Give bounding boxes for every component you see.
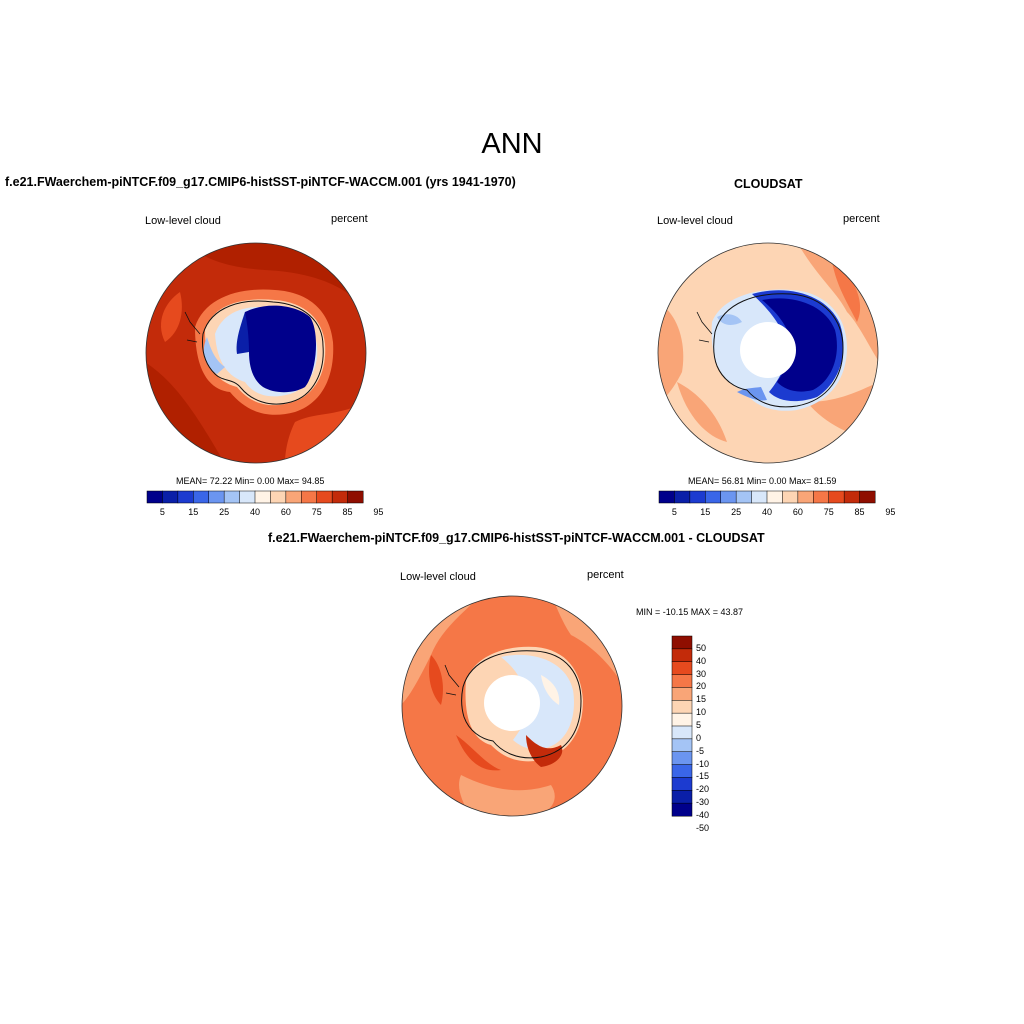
- colorbar-swatch: [347, 490, 364, 504]
- colorbar-swatch: [671, 764, 693, 778]
- model-stats: MEAN= 72.22 Min= 0.00 Max= 94.85: [176, 476, 325, 486]
- diff-panel-title: f.e21.FWaerchem-piNTCF.f09_g17.CMIP6-his…: [268, 531, 765, 545]
- colorbar-swatch: [316, 490, 333, 504]
- colorbar-swatch: [146, 490, 163, 504]
- colorbar-tick-label: 20: [696, 681, 707, 692]
- colorbar-tick-label: 25: [731, 507, 742, 517]
- colorbar-swatch: [843, 490, 861, 504]
- colorbar-swatch: [797, 490, 814, 504]
- colorbar-swatch: [671, 635, 693, 650]
- colorbar-swatch: [671, 712, 693, 727]
- colorbar-tick-label: 5: [696, 720, 702, 730]
- colorbar-swatch: [162, 490, 179, 504]
- colorbar-swatch: [671, 725, 693, 740]
- colorbar-swatch: [813, 490, 830, 504]
- diff-colorbar: [671, 635, 693, 817]
- colorbar-swatch: [331, 490, 349, 504]
- colorbar-tick-label: 95: [885, 507, 896, 517]
- colorbar-swatch: [193, 490, 210, 504]
- obs-panel-title: CLOUDSAT: [734, 177, 803, 191]
- diff-units-label: percent: [587, 569, 624, 581]
- colorbar-swatch: [671, 751, 693, 766]
- colorbar-tick-label: 50: [696, 642, 707, 653]
- model-units-label: percent: [331, 213, 368, 225]
- colorbar-swatch: [671, 777, 693, 791]
- colorbar-swatch: [223, 490, 241, 504]
- colorbar-swatch: [671, 738, 693, 753]
- colorbar-swatch: [671, 661, 693, 676]
- colorbar-swatch: [301, 490, 318, 504]
- diff-polar-map: [401, 595, 623, 817]
- colorbar-tick-label: 40: [249, 507, 260, 517]
- colorbar-tick-label: 15: [188, 507, 199, 517]
- colorbar-tick-label: 60: [792, 507, 803, 517]
- colorbar-tick-label: 95: [373, 507, 384, 517]
- colorbar-tick-label: -15: [696, 771, 710, 782]
- colorbar-tick-label: 85: [342, 507, 353, 517]
- colorbar-tick-label: 60: [280, 507, 291, 517]
- colorbar-tick-label: 10: [696, 707, 707, 718]
- colorbar-swatch: [720, 490, 737, 504]
- colorbar-tick-label: -30: [696, 797, 710, 808]
- colorbar-swatch: [671, 802, 693, 817]
- colorbar-swatch: [735, 490, 753, 504]
- colorbar-tick-label: 5: [159, 507, 165, 517]
- diff-variable-label: Low-level cloud: [400, 571, 476, 583]
- diff-stats: MIN = -10.15 MAX = 43.87: [636, 607, 744, 617]
- colorbar-tick-label: 0: [696, 732, 702, 743]
- colorbar-tick-label: 75: [823, 507, 834, 517]
- model-panel-title: f.e21.FWaerchem-piNTCF.f09_g17.CMIP6-his…: [5, 175, 516, 189]
- obs-colorbar: [658, 490, 876, 504]
- colorbar-tick-label: 85: [854, 507, 865, 517]
- colorbar-swatch: [239, 490, 256, 504]
- colorbar-tick-label: 5: [671, 507, 677, 517]
- model-colorbar: [146, 490, 364, 504]
- colorbar-swatch: [254, 490, 271, 504]
- colorbar-swatch: [671, 674, 693, 688]
- colorbar-swatch: [674, 490, 691, 504]
- colorbar-swatch: [766, 490, 783, 504]
- colorbar-swatch: [671, 700, 693, 714]
- colorbar-swatch: [658, 490, 675, 504]
- colorbar-tick-label: 15: [696, 694, 707, 705]
- colorbar-swatch: [270, 490, 287, 504]
- page-title: ANN: [481, 128, 543, 160]
- obs-stats: MEAN= 56.81 Min= 0.00 Max= 81.59: [688, 476, 837, 486]
- colorbar-tick-label: 30: [696, 668, 707, 679]
- colorbar-swatch: [671, 648, 693, 663]
- model-variable-label: Low-level cloud: [145, 215, 221, 227]
- colorbar-swatch: [671, 687, 693, 701]
- colorbar-swatch: [689, 490, 706, 504]
- colorbar-tick-label: -40: [696, 810, 710, 820]
- colorbar-tick-label: -5: [696, 745, 705, 756]
- colorbar-tick-label: -20: [696, 784, 710, 795]
- colorbar-tick-label: -10: [696, 758, 710, 769]
- obs-variable-label: Low-level cloud: [657, 215, 733, 227]
- colorbar-swatch: [751, 490, 768, 504]
- colorbar-swatch: [285, 490, 302, 504]
- colorbar-tick-label: 25: [219, 507, 230, 517]
- obs-polar-map: [657, 242, 879, 464]
- colorbar-swatch: [828, 490, 845, 504]
- model-polar-map: [145, 242, 367, 464]
- obs-units-label: percent: [843, 213, 880, 225]
- colorbar-tick-label: 15: [700, 507, 711, 517]
- colorbar-swatch: [671, 790, 693, 804]
- colorbar-tick-label: 40: [696, 655, 707, 666]
- colorbar-swatch: [177, 490, 194, 504]
- colorbar-swatch: [859, 490, 876, 504]
- colorbar-swatch: [782, 490, 799, 504]
- colorbar-tick-label: 75: [311, 507, 322, 517]
- colorbar-tick-label: -50: [696, 822, 710, 833]
- colorbar-swatch: [208, 490, 225, 504]
- colorbar-tick-label: 40: [761, 507, 772, 517]
- colorbar-swatch: [705, 490, 722, 504]
